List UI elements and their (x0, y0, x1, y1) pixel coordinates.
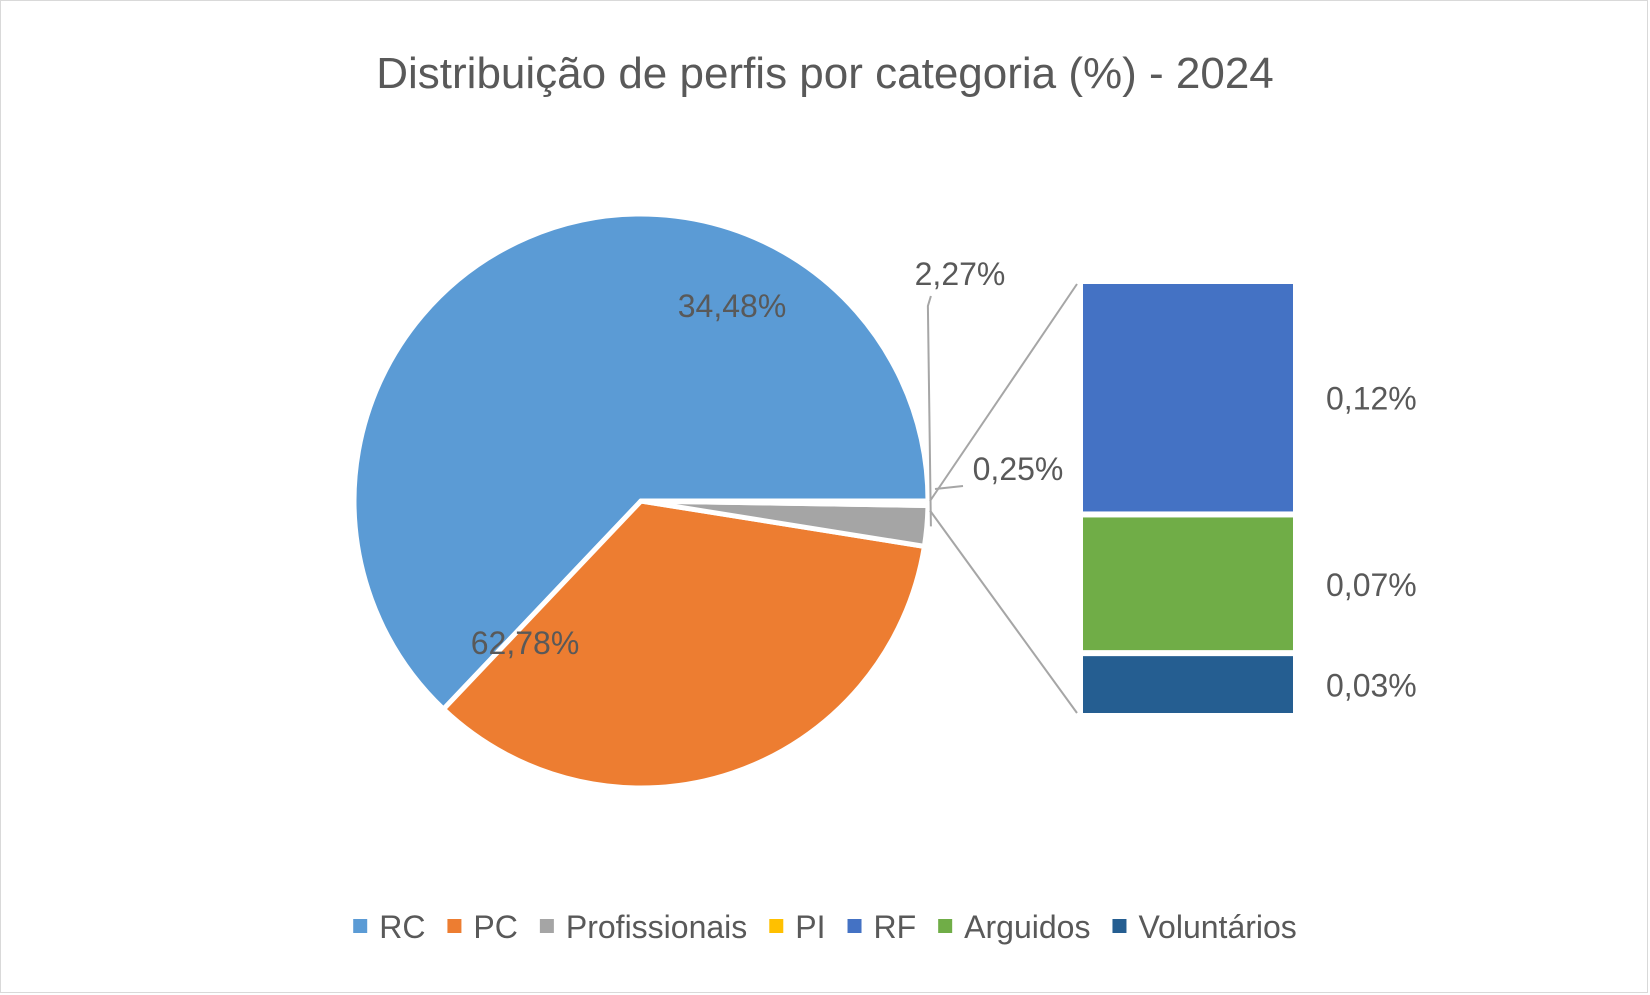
legend-swatch-profissionais (539, 919, 554, 933)
bar-segment-rf (1083, 284, 1293, 512)
connector-lines (929, 283, 1078, 714)
bar-segment-voluntarios (1083, 656, 1293, 713)
data-labels: 62,78% 34,48% 2,27% 0,25% 0,12% 0,07% 0,03% (471, 256, 1417, 704)
legend-swatch-pc (447, 919, 462, 933)
legend-label-arguidos: Arguidos (964, 909, 1090, 945)
data-label-rf: 0,12% (1326, 381, 1417, 417)
breakout-bar (1083, 284, 1293, 713)
pie-group (351, 211, 931, 791)
legend: RC PC Profissionais PI RF Arguidos Voluntários (353, 909, 1297, 945)
connector-line-bottom (929, 509, 1078, 714)
pie-slice-pc (440, 498, 927, 791)
chart-title: Distribuição de perfis por categoria (%)… (376, 49, 1274, 98)
data-label-rc: 62,78% (471, 625, 580, 661)
legend-label-profissionais: Profissionais (566, 909, 747, 945)
data-label-profissionais: 2,27% (915, 256, 1006, 292)
legend-label-voluntarios: Voluntários (1138, 909, 1296, 945)
legend-label-rf: RF (874, 909, 917, 945)
data-label-voluntarios: 0,03% (1326, 668, 1417, 704)
legend-swatch-pi (769, 919, 784, 933)
legend-swatch-arguidos (938, 919, 953, 933)
legend-label-pc: PC (473, 909, 517, 945)
pie-slice-outros (638, 498, 931, 509)
connector-line-top (929, 283, 1078, 502)
legend-label-pi: PI (795, 909, 825, 945)
legend-swatch-voluntarios (1112, 919, 1127, 933)
legend-swatch-rf (847, 919, 862, 933)
leader-line-outros (934, 485, 964, 490)
legend-swatch-rc (353, 919, 368, 933)
pie-slice-rc (351, 211, 931, 712)
data-label-outros: 0,25% (973, 451, 1064, 487)
legend-label-rc: RC (379, 909, 425, 945)
leader-line-profissionais (926, 295, 932, 527)
bar-segment-arguidos (1083, 517, 1293, 651)
data-label-pc: 34,48% (678, 288, 787, 324)
data-label-arguidos: 0,07% (1326, 567, 1417, 603)
